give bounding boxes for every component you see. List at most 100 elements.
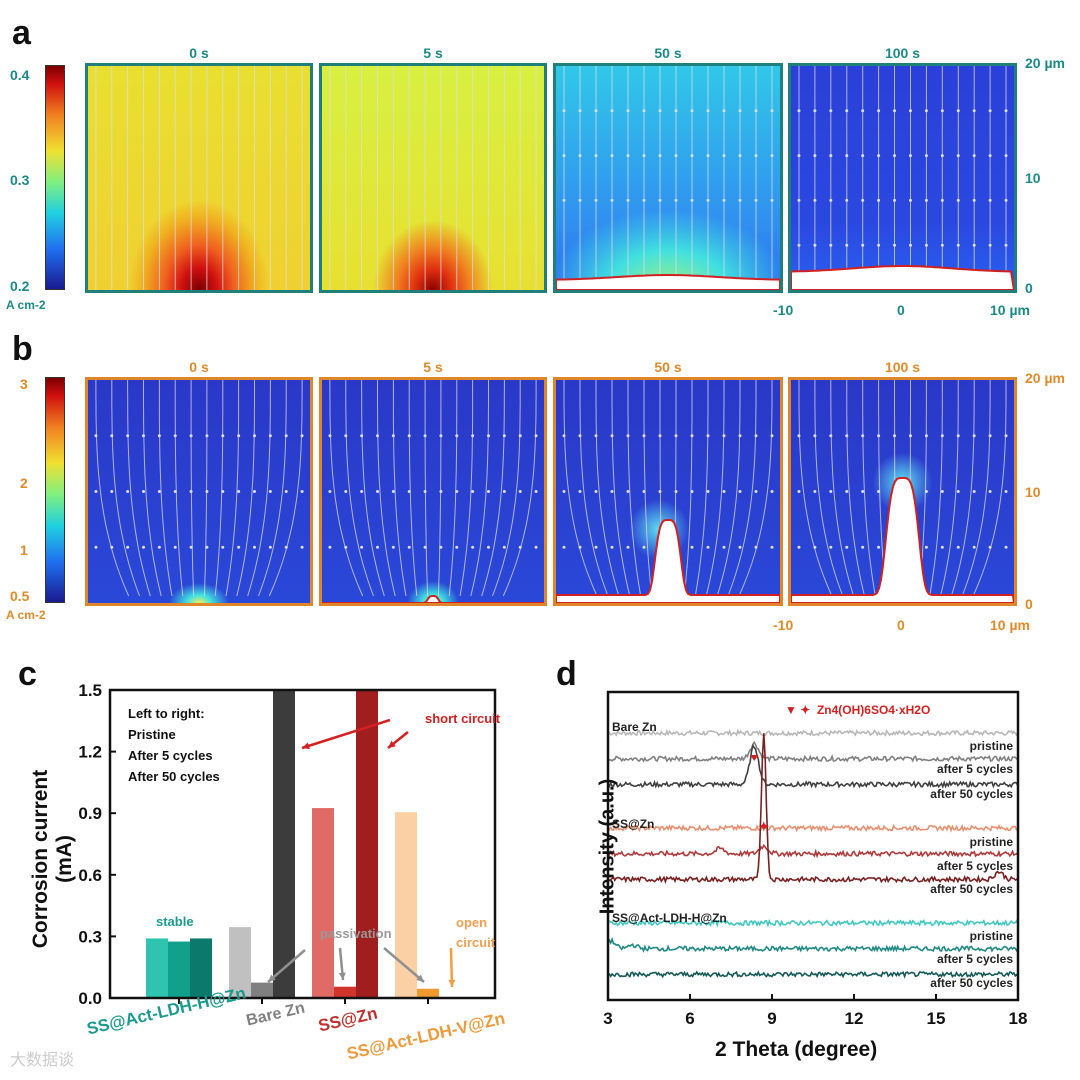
streamline-arrow <box>845 109 849 113</box>
streamline-arrow <box>924 243 928 247</box>
streamline-arrow <box>237 434 241 438</box>
bar-bare-zn-after-50-cycles <box>273 690 295 998</box>
streamline-arrow <box>908 243 912 247</box>
streamline-arrow <box>770 545 774 549</box>
colorbar-b-tick: 2 <box>20 475 28 491</box>
streamline-arrow <box>658 109 662 113</box>
streamline <box>214 380 224 597</box>
a-x-tick: -10 <box>773 302 794 318</box>
streamline <box>143 380 162 597</box>
annotation-arrow <box>267 949 306 983</box>
streamline-arrow <box>110 434 114 438</box>
streamline-arrow <box>972 490 976 493</box>
streamline-arrow <box>829 490 833 493</box>
streamline-arrow <box>770 109 774 113</box>
streamline-arrow <box>845 434 849 438</box>
panel-label-b: b <box>12 330 33 368</box>
streamline-arrow <box>972 109 976 113</box>
streamline-arrow <box>754 198 758 202</box>
streamline-arrow <box>829 545 833 549</box>
streamline-arrow <box>988 109 992 113</box>
streamline <box>95 380 130 597</box>
annotation-arrowhead <box>448 979 456 987</box>
streamline-arrow <box>594 434 598 438</box>
annotation-open: open <box>456 915 488 930</box>
xrd-chart-d: 3 6 9 12 15 18 Bare Zn pristine after 5 cycles af… <box>603 690 1027 1028</box>
streamline-arrow <box>658 154 662 158</box>
streamline-arrow <box>722 109 726 113</box>
a-time-label: 0 s <box>189 45 209 61</box>
streamline-arrow <box>471 490 475 493</box>
colorbar-a-tick: 0.4 <box>10 67 30 83</box>
streamline-arrow <box>972 434 976 438</box>
streamline-arrow <box>674 154 678 158</box>
streamline-arrow <box>300 434 304 438</box>
streamline-arrow <box>690 154 694 158</box>
zinc-deposit <box>322 595 544 603</box>
annotation-arrowhead <box>302 742 310 750</box>
annotation-circuit: circuit <box>456 935 496 950</box>
panel-label-a: a <box>12 14 31 52</box>
zinc-deposit <box>556 274 780 290</box>
c-legend-line: Left to right: <box>128 706 205 721</box>
streamline-arrow <box>562 434 566 438</box>
streamline <box>627 380 642 597</box>
streamline-arrow <box>578 109 582 113</box>
c-y-tick-label: 0.9 <box>78 804 102 823</box>
streamline-arrow <box>658 434 662 438</box>
d-series-label: pristine <box>970 929 1014 943</box>
streamline <box>203 380 208 597</box>
streamline-arrow <box>924 434 928 438</box>
streamline-arrow <box>1004 490 1008 493</box>
d-x-tick-label: 6 <box>685 1009 694 1028</box>
streamline-arrow <box>126 545 130 549</box>
streamline-arrow <box>205 434 209 438</box>
streamline-arrow <box>770 490 774 493</box>
streamline-arrow <box>722 154 726 158</box>
streamline-arrow <box>94 434 98 438</box>
watermark: 大数据谈 <box>10 1052 75 1069</box>
streamline-arrow <box>328 490 332 493</box>
d-group-label: Bare Zn <box>612 720 657 734</box>
xrd-line-ss@act-ldh-h@zn-after-5-cycles <box>607 936 1019 953</box>
c-legend-line: After 50 cycles <box>128 769 220 784</box>
streamline-arrow <box>142 434 145 438</box>
streamline-arrow <box>797 154 801 158</box>
streamline-arrow <box>845 243 849 247</box>
streamline-arrow <box>642 154 646 158</box>
streamline-arrow <box>594 109 598 113</box>
d-series-label: after 5 cycles <box>937 762 1013 776</box>
streamline-arrow <box>502 545 506 549</box>
streamline-arrow <box>893 154 897 158</box>
d-series-label: after 5 cycles <box>937 859 1013 873</box>
streamline-arrow <box>562 154 566 158</box>
streamline-arrow <box>658 198 662 202</box>
streamline-arrow <box>940 434 944 438</box>
streamline-arrow <box>578 154 582 158</box>
streamline-arrow <box>738 198 742 202</box>
streamline-arrow <box>956 490 960 493</box>
streamline-arrow <box>94 490 98 493</box>
streamline-arrow <box>534 434 538 438</box>
streamline-arrow <box>237 490 241 493</box>
streamline <box>716 380 741 597</box>
streamline-arrow <box>610 109 614 113</box>
streamline-arrow <box>988 490 992 493</box>
streamline-arrow <box>924 490 928 493</box>
streamline-arrow <box>988 243 992 247</box>
streamline <box>127 380 151 597</box>
streamline-arrow <box>626 109 630 113</box>
streamline-arrow <box>738 154 742 158</box>
streamline-arrow <box>360 545 364 549</box>
streamline-arrow <box>344 434 348 438</box>
streamline-arrow <box>594 198 598 202</box>
streamline-arrow <box>328 545 332 549</box>
streamline-arrow <box>376 490 379 493</box>
streamline-arrow <box>423 545 427 549</box>
streamline-arrow <box>455 434 459 438</box>
streamline-arrow <box>487 434 490 438</box>
bar-ss@zn-pristine <box>312 808 334 998</box>
bar-ss@act-ldh-v@zn-pristine <box>395 812 417 998</box>
streamline-arrow <box>253 434 256 438</box>
a-map-1 <box>319 63 547 293</box>
